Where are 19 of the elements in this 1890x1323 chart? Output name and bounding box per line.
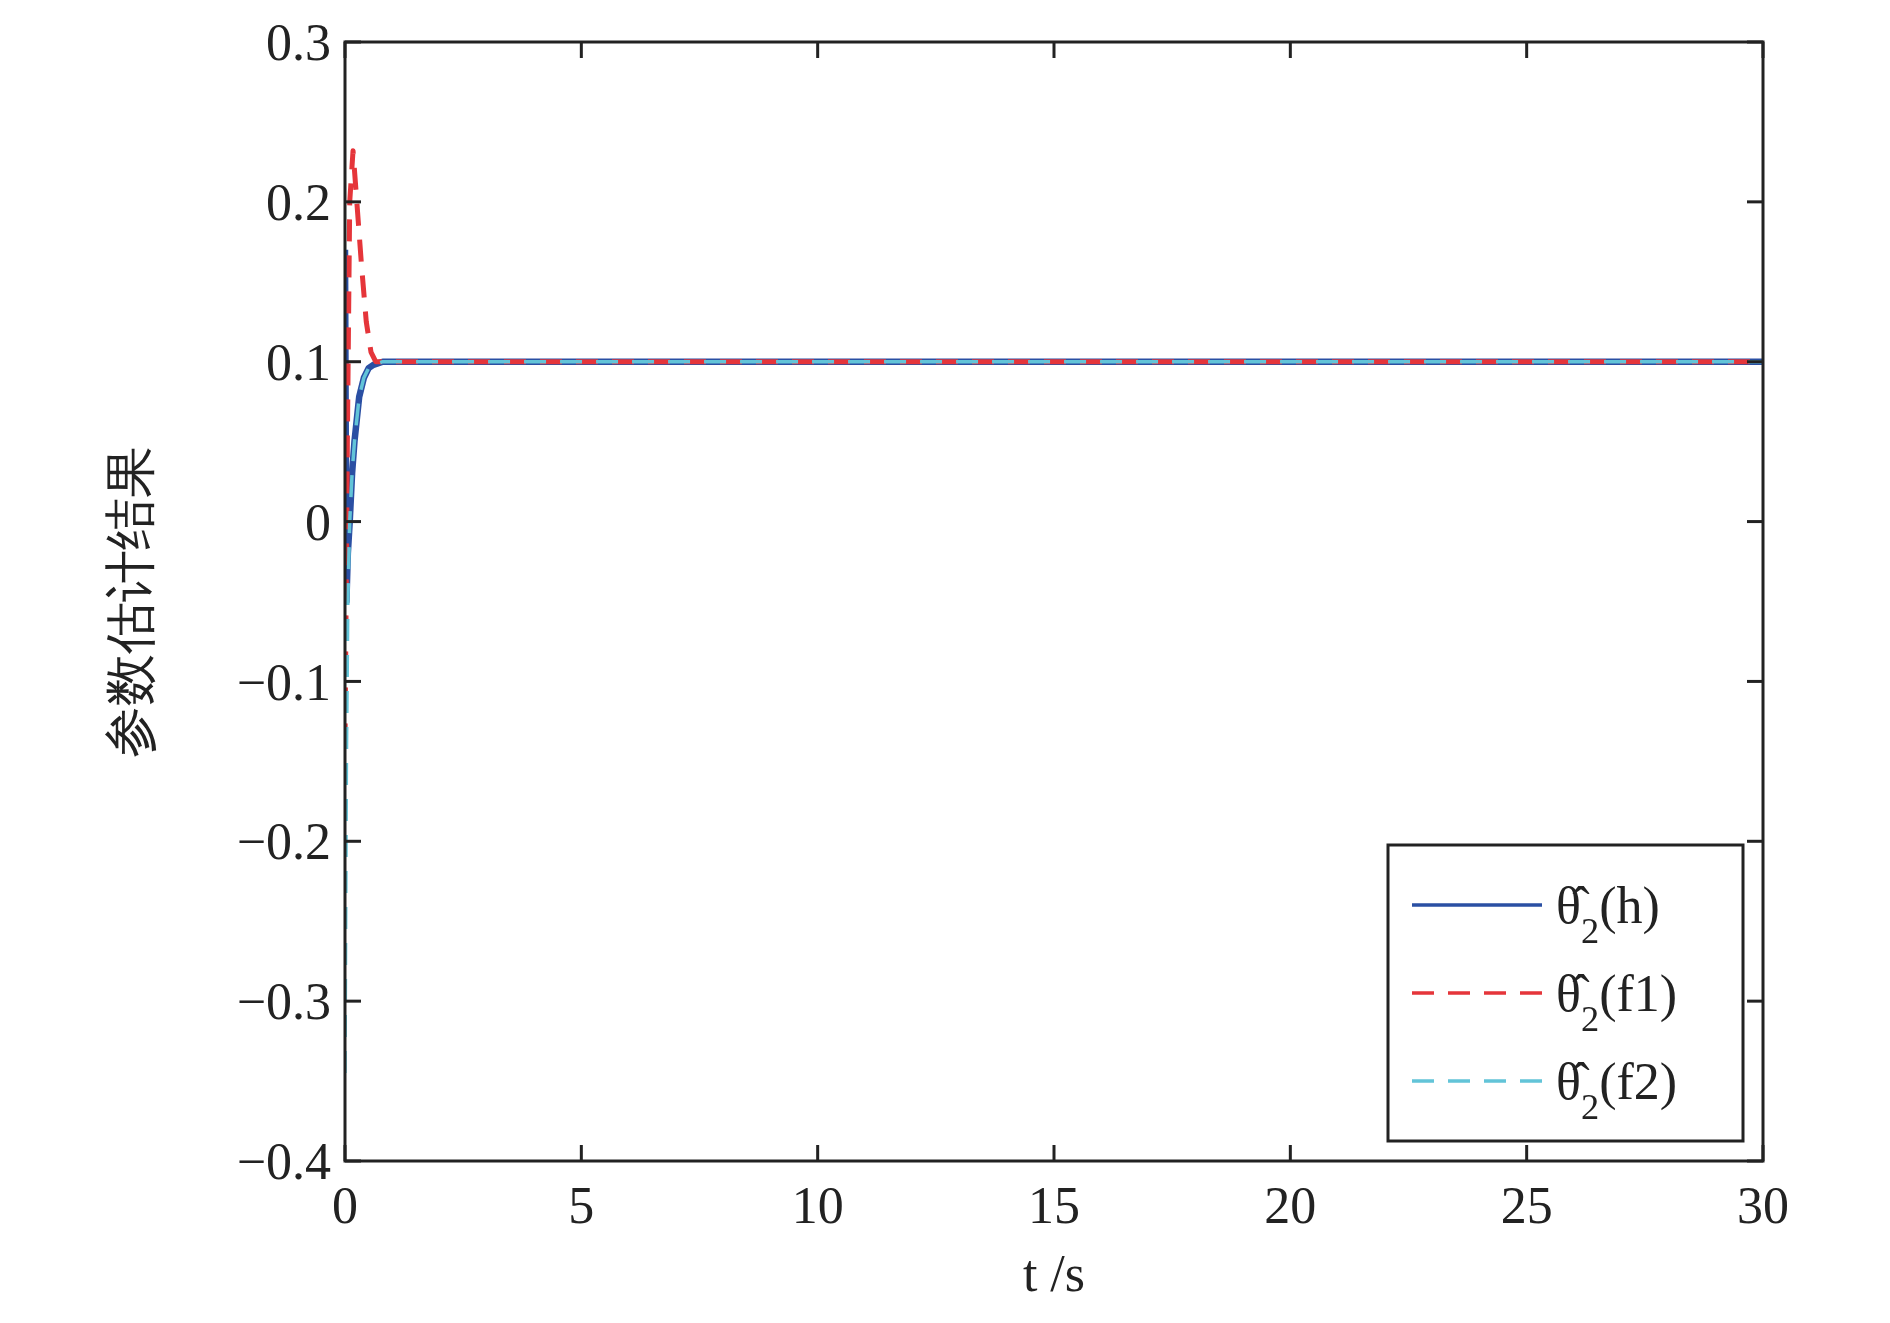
y-tick-label: 0.2	[266, 174, 331, 232]
x-tick-label: 5	[568, 1177, 595, 1234]
x-axis-title: t /s	[1022, 1245, 1086, 1302]
x-tick-label: 20	[1264, 1177, 1317, 1234]
y-tick-label: −0.3	[236, 973, 331, 1031]
x-tick-label: 30	[1737, 1177, 1789, 1234]
x-tick-label: 15	[1028, 1177, 1080, 1234]
y-axis-title: 参数估计结果	[102, 445, 159, 758]
x-tick-label: 25	[1500, 1177, 1553, 1234]
y-tick-label: −0.1	[236, 653, 331, 711]
x-tick-label: 10	[791, 1177, 844, 1234]
legend-label: θ̂$_{2}$(h)	[1556, 877, 1660, 952]
y-tick-label: −0.2	[236, 813, 331, 871]
y-tick-label: 0.1	[266, 333, 331, 391]
legend-label: θ̂$_{2}$(f1)	[1556, 965, 1678, 1040]
y-tick-label: 0	[305, 493, 331, 551]
y-tick-label: −0.4	[236, 1133, 331, 1191]
y-tick-label: 0.3	[266, 14, 331, 72]
legend-label: θ̂$_{2}$(f2)	[1556, 1053, 1678, 1128]
